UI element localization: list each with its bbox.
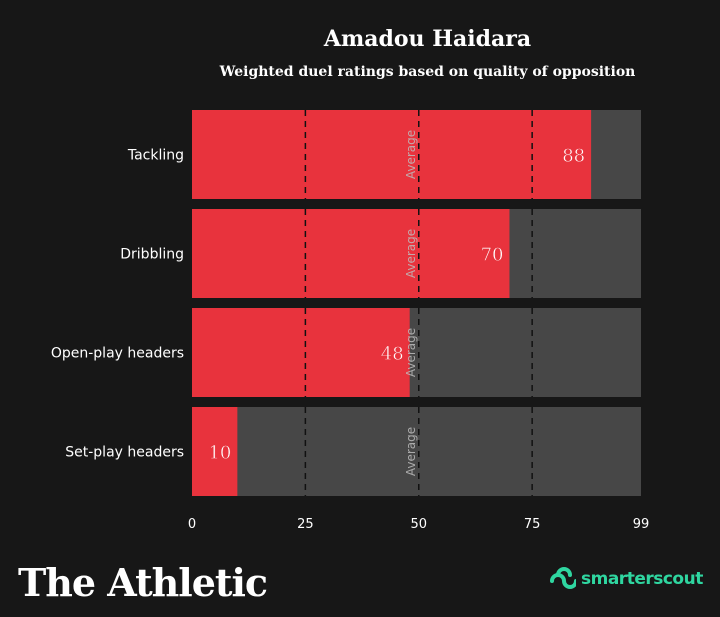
average-label: Average bbox=[404, 130, 418, 179]
the-athletic-logo: The Athletic bbox=[18, 560, 268, 605]
category-label: Dribbling bbox=[120, 247, 184, 263]
bar bbox=[192, 407, 238, 496]
data-label: 10 bbox=[208, 443, 231, 464]
data-label: 48 bbox=[381, 344, 404, 365]
data-label: 70 bbox=[481, 245, 504, 266]
chart-subtitle: Weighted duel ratings based on quality o… bbox=[219, 64, 636, 80]
average-label: Average bbox=[404, 427, 418, 476]
bar bbox=[192, 110, 592, 199]
average-label: Average bbox=[404, 229, 418, 278]
bar-chart: Tackling Average 88 Dribbling Average 70 Open-… bbox=[51, 110, 650, 532]
bar bbox=[192, 308, 410, 397]
category-label: Set-play headers bbox=[65, 445, 184, 461]
data-label: 88 bbox=[562, 146, 585, 167]
bar-track bbox=[192, 407, 641, 496]
bar bbox=[192, 209, 510, 298]
x-tick-label: 50 bbox=[410, 517, 427, 532]
category-label: Open-play headers bbox=[51, 346, 184, 362]
smarterscout-wordmark: smarterscout bbox=[581, 569, 703, 589]
x-tick-label: 99 bbox=[633, 517, 650, 532]
smarterscout-icon bbox=[550, 567, 576, 589]
category-label: Tackling bbox=[127, 148, 184, 164]
x-tick-label: 75 bbox=[524, 517, 541, 532]
average-label: Average bbox=[404, 328, 418, 377]
x-tick-label: 0 bbox=[188, 517, 196, 532]
x-tick-label: 25 bbox=[297, 517, 314, 532]
chart-title: Amadou Haidara bbox=[323, 26, 532, 52]
smarterscout-logo: smarterscout bbox=[548, 567, 703, 591]
